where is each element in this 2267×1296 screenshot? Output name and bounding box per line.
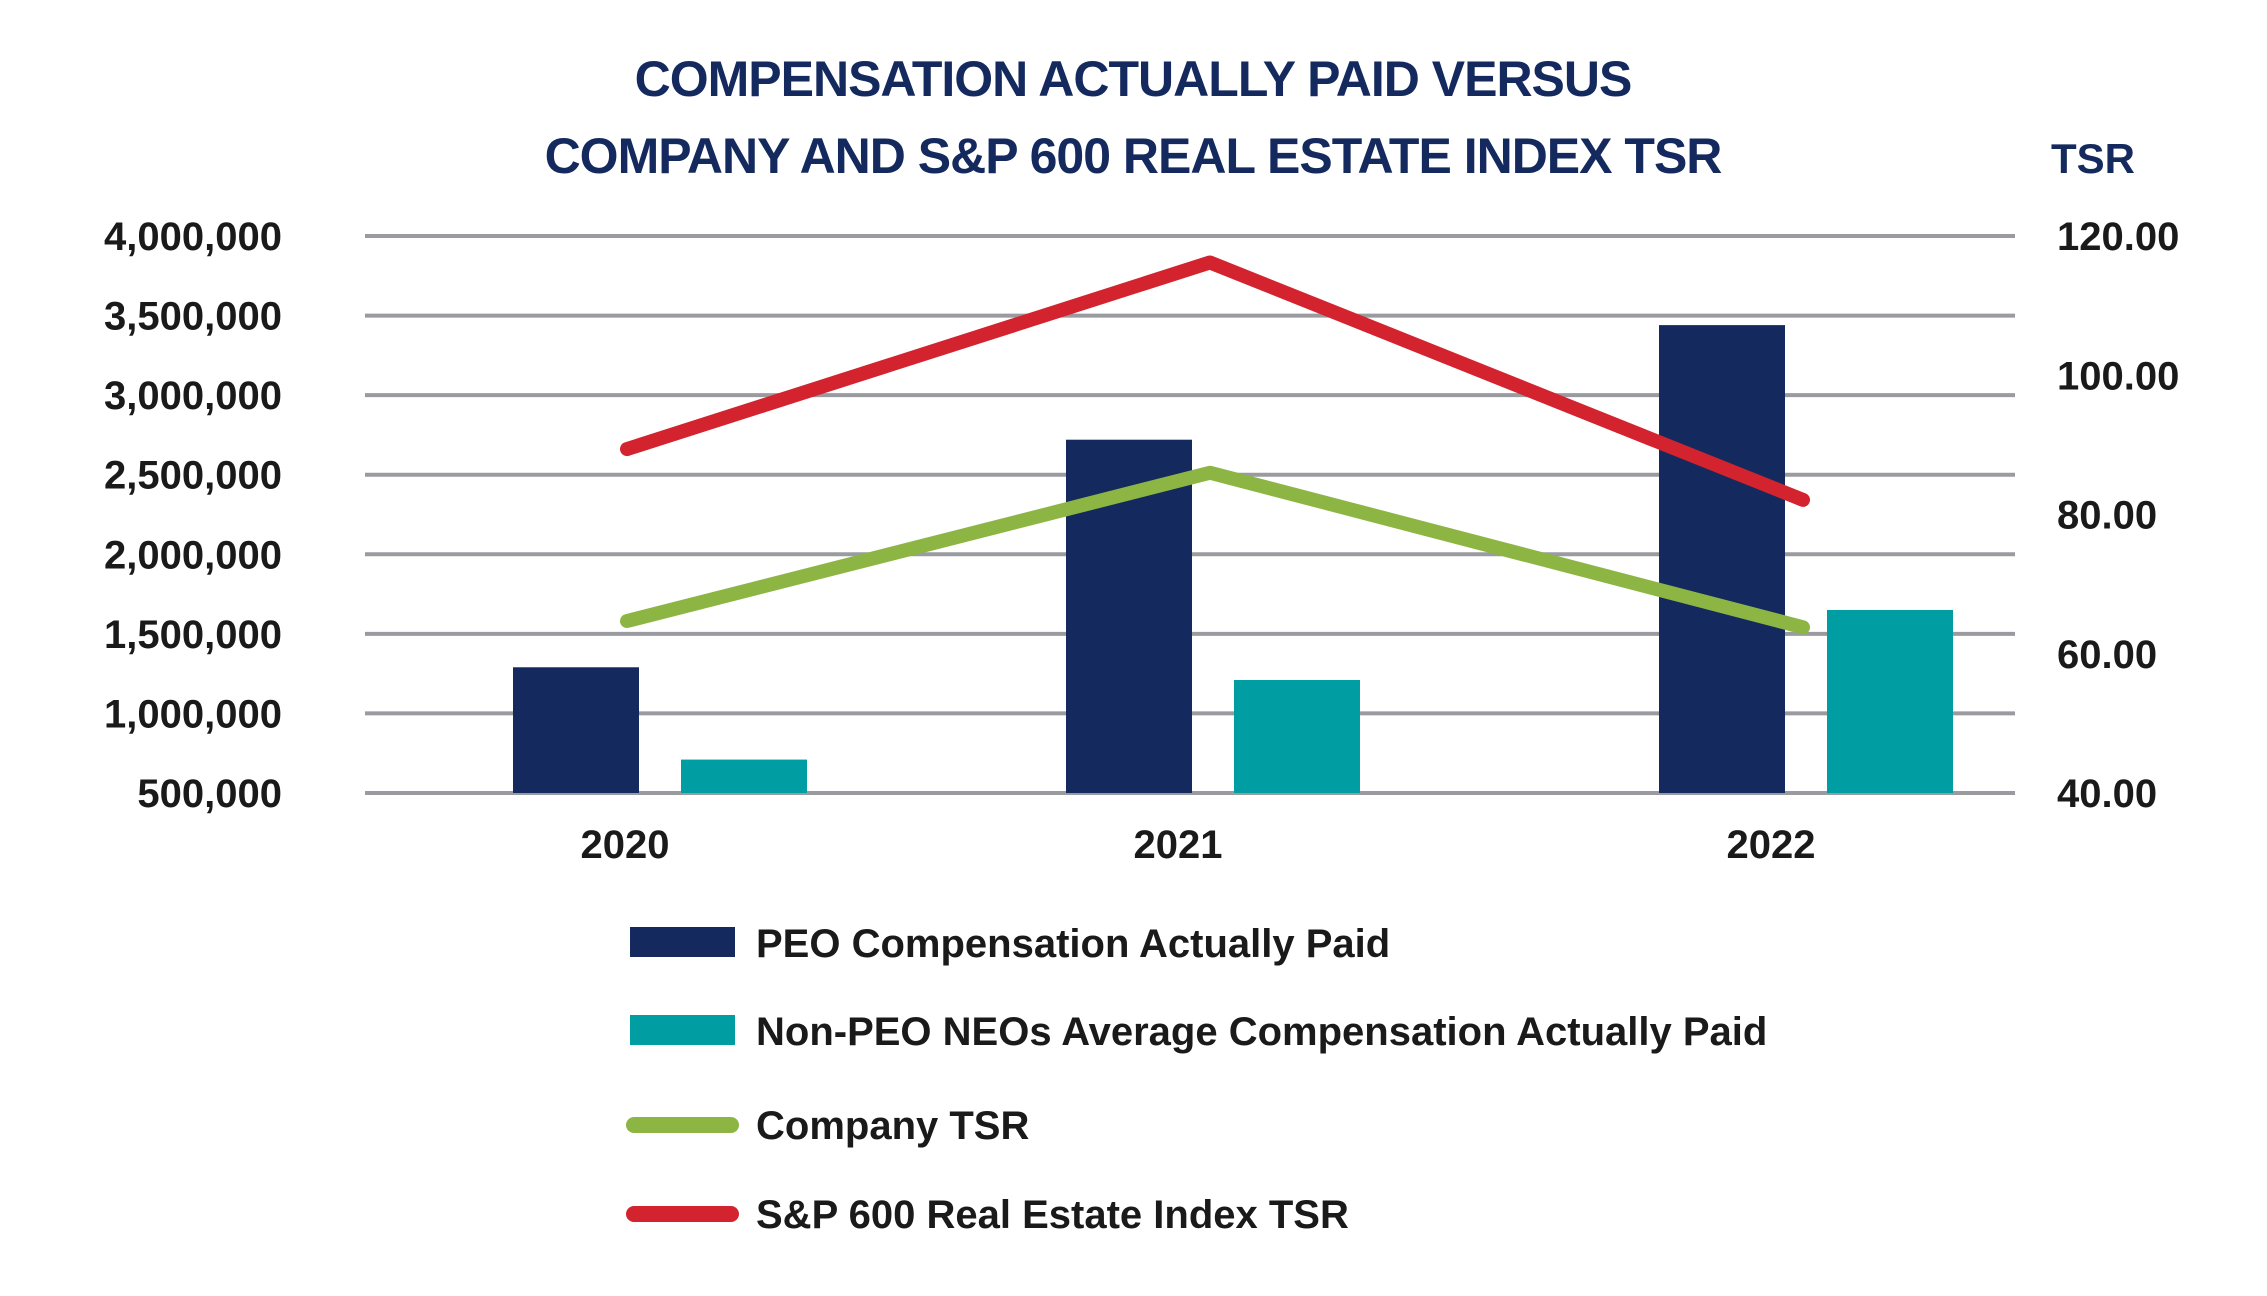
chart-title-line-1: COMPENSATION ACTUALLY PAID VERSUS [635,51,1632,107]
lines [620,255,1810,635]
series-line [620,465,1810,635]
x-tick-label: 2021 [1134,823,1223,867]
left-tick-label: 2,500,000 [104,454,282,498]
left-tick-label: 4,000,000 [104,215,282,259]
bar [681,759,807,793]
right-tick-label: 60.00 [2057,633,2157,677]
left-tick-label: 2,000,000 [104,533,282,577]
right-tick-label: 100.00 [2057,354,2179,398]
left-tick-label: 3,000,000 [104,374,282,418]
chart-title-line-2: COMPANY AND S&P 600 REAL ESTATE INDEX TS… [545,128,1723,184]
x-axis-ticks: 2020 2021 2022 [581,823,1816,867]
left-tick-label: 3,500,000 [104,295,282,339]
right-tick-label: 120.00 [2057,215,2179,259]
chart-title: COMPENSATION ACTUALLY PAID VERSUS COMPAN… [545,51,1724,184]
x-tick-label: 2020 [581,823,670,867]
x-tick-label: 2022 [1727,823,1816,867]
legend: PEO Compensation Actually Paid Non-PEO NE… [626,922,1767,1237]
right-axis-title: TSR [2051,135,2135,182]
series-line [620,255,1810,507]
left-tick-label: 1,000,000 [104,692,282,736]
right-tick-label: 80.00 [2057,494,2157,538]
bar [1827,609,1953,793]
left-tick-label: 500,000 [137,772,282,816]
left-axis-ticks: 500,000 1,000,000 1,500,000 2,000,000 2,500,… [104,215,282,816]
bar [1659,325,1785,793]
legend-label: Company TSR [756,1104,1029,1148]
legend-swatch [630,927,735,957]
legend-label: Non-PEO NEOs Average Compensation Actual… [756,1010,1767,1054]
bar [1234,680,1360,793]
right-tick-label: 40.00 [2057,772,2157,816]
bar [513,667,639,793]
legend-swatch [630,1015,735,1045]
legend-label: PEO Compensation Actually Paid [756,922,1390,966]
right-axis-ticks: 40.00 60.00 80.00 100.00 120.00 [2057,215,2179,816]
legend-label: S&P 600 Real Estate Index TSR [756,1193,1349,1237]
left-tick-label: 1,500,000 [104,613,282,657]
